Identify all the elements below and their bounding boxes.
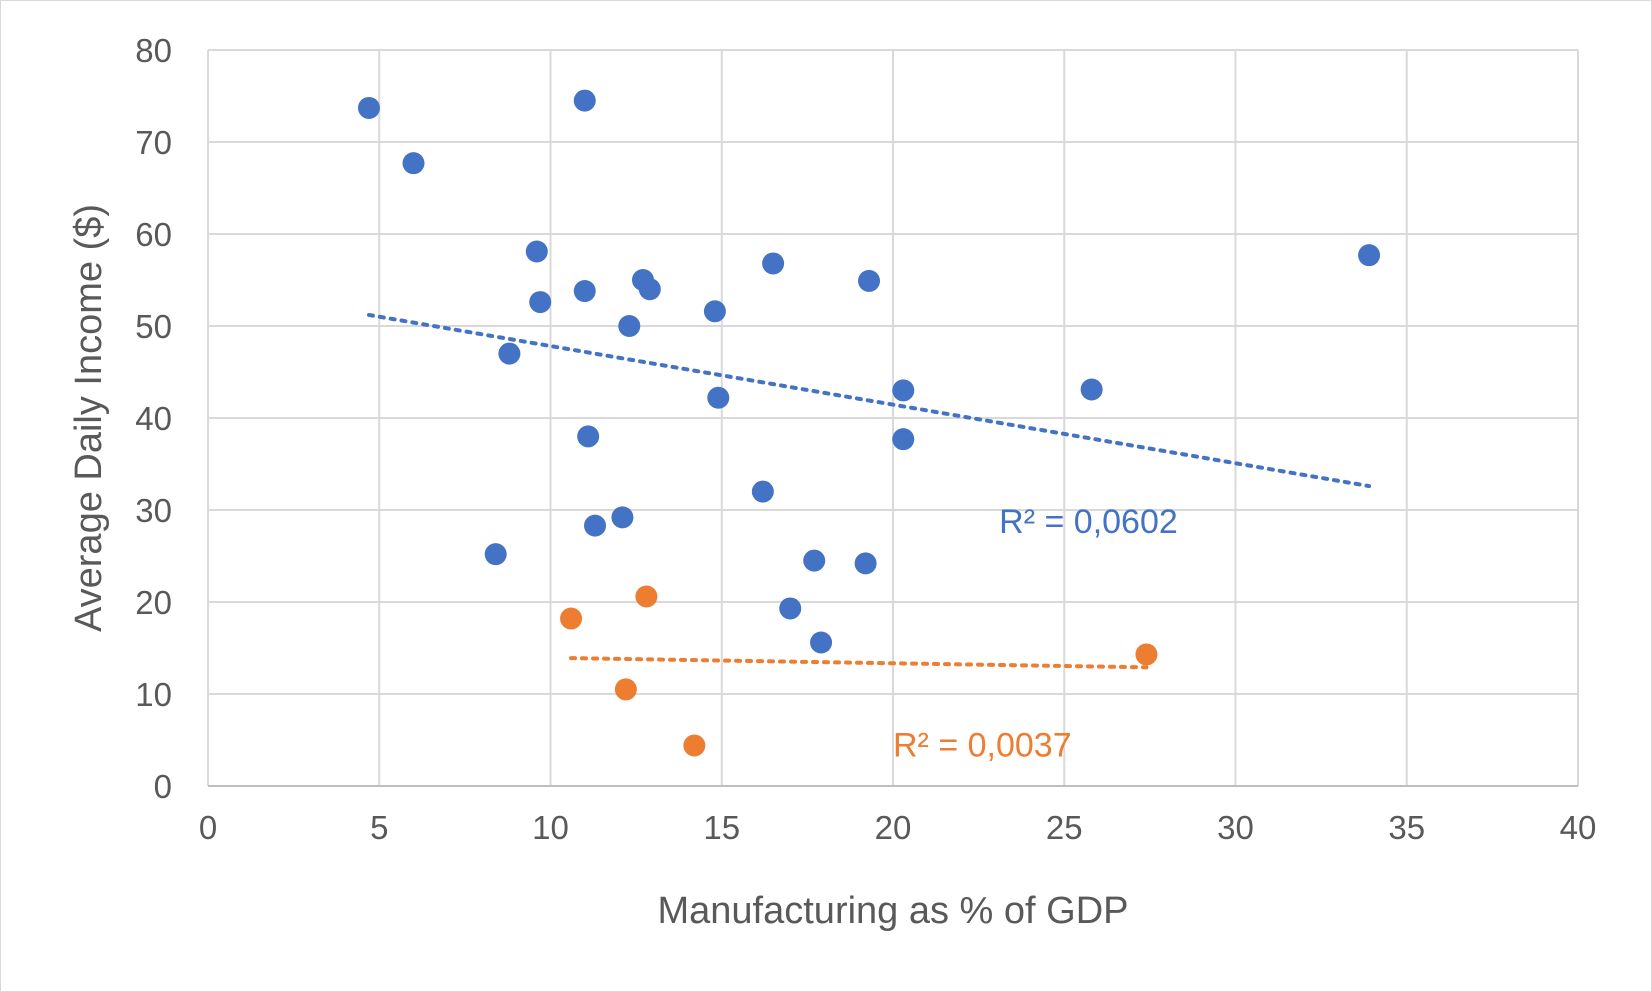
data-point bbox=[762, 252, 785, 275]
y-tick-label: 50 bbox=[135, 308, 172, 345]
data-point bbox=[779, 597, 802, 620]
x-tick-label: 5 bbox=[370, 809, 388, 846]
r-squared-label: R² = 0,0602 bbox=[999, 503, 1178, 541]
r-squared-label: R² = 0,0037 bbox=[893, 727, 1072, 765]
y-tick-label: 80 bbox=[135, 32, 172, 69]
x-axis-ticks: 0 5 10 15 20 25 30 35 40 bbox=[199, 809, 1597, 846]
data-point bbox=[703, 300, 726, 323]
x-tick-label: 0 bbox=[199, 809, 217, 846]
x-tick-label: 20 bbox=[875, 809, 912, 846]
data-point bbox=[402, 152, 425, 175]
x-tick-label: 40 bbox=[1560, 809, 1597, 846]
data-point bbox=[611, 506, 634, 529]
data-point bbox=[614, 678, 637, 701]
data-point bbox=[573, 280, 596, 303]
data-point bbox=[1358, 244, 1381, 267]
data-point bbox=[498, 342, 521, 365]
trendlines bbox=[366, 312, 1372, 670]
data-points bbox=[357, 89, 1381, 757]
data-point bbox=[357, 96, 380, 119]
data-point bbox=[525, 240, 548, 263]
data-point bbox=[892, 379, 915, 402]
data-point bbox=[618, 315, 641, 337]
data-point bbox=[803, 549, 826, 572]
data-point bbox=[892, 428, 915, 451]
y-tick-label: 30 bbox=[135, 492, 172, 529]
data-point bbox=[1080, 378, 1103, 401]
data-point bbox=[560, 607, 583, 630]
x-tick-label: 35 bbox=[1388, 809, 1425, 846]
data-point bbox=[484, 543, 507, 566]
x-tick-label: 10 bbox=[532, 809, 569, 846]
data-point bbox=[751, 480, 774, 503]
data-point bbox=[1135, 643, 1158, 666]
x-tick-label: 30 bbox=[1217, 809, 1254, 846]
trendline bbox=[366, 312, 1372, 489]
r-squared-labels: R² = 0,0602 R² = 0,0037 bbox=[893, 503, 1178, 765]
y-tick-label: 20 bbox=[135, 584, 172, 621]
x-axis-title: Manufacturing as % of GDP bbox=[658, 890, 1129, 932]
y-axis-title: Average Daily Income ($) bbox=[68, 204, 110, 632]
y-axis-ticks: 0 10 20 30 40 50 60 70 80 bbox=[135, 32, 172, 805]
y-tick-label: 0 bbox=[154, 768, 172, 805]
data-point bbox=[529, 291, 552, 314]
data-point bbox=[810, 631, 833, 654]
data-point bbox=[635, 585, 658, 608]
trendline bbox=[569, 656, 1149, 670]
data-point bbox=[707, 386, 730, 409]
y-tick-label: 60 bbox=[135, 216, 172, 253]
data-point bbox=[638, 278, 661, 301]
y-tick-label: 10 bbox=[135, 676, 172, 713]
gridlines bbox=[207, 49, 1579, 787]
data-point bbox=[683, 734, 706, 757]
data-point bbox=[858, 269, 881, 292]
x-tick-label: 15 bbox=[703, 809, 740, 846]
data-point bbox=[577, 425, 600, 448]
y-tick-label: 70 bbox=[135, 124, 172, 161]
y-tick-label: 40 bbox=[135, 400, 172, 437]
x-tick-label: 25 bbox=[1046, 809, 1083, 846]
data-point bbox=[854, 552, 877, 575]
data-point bbox=[573, 89, 596, 112]
data-point bbox=[584, 514, 607, 537]
